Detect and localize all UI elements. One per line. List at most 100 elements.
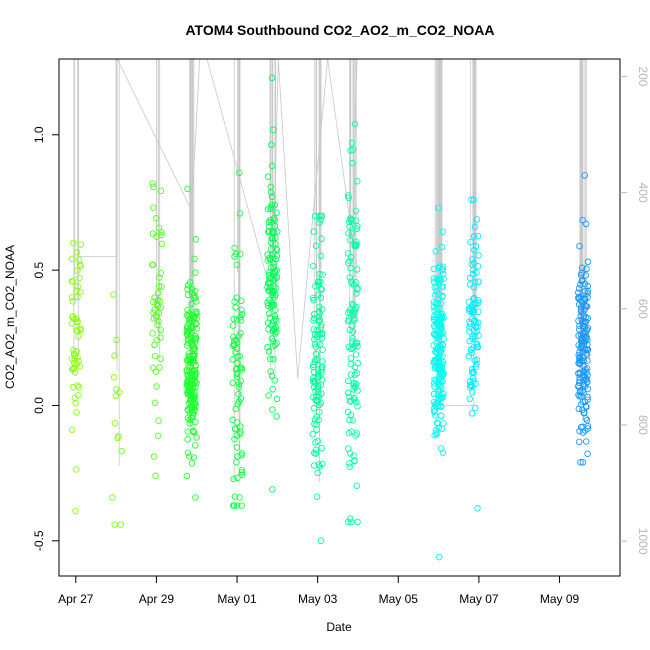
data-point (237, 250, 244, 258)
data-point (577, 281, 584, 288)
data-point (264, 173, 272, 180)
data-point (576, 377, 583, 384)
data-point (190, 367, 198, 374)
data-point (158, 231, 165, 239)
data-point (273, 317, 280, 324)
data-point (473, 343, 481, 350)
data-point (267, 183, 274, 191)
data-point (149, 261, 157, 268)
data-point (115, 432, 122, 440)
data-point (349, 328, 357, 335)
data-point (310, 297, 317, 304)
data-point (579, 429, 587, 436)
data-point (271, 234, 279, 242)
data-point (238, 469, 246, 476)
data-point (312, 350, 320, 358)
data-point (268, 234, 276, 242)
data-point (236, 210, 244, 217)
data-point (435, 553, 443, 561)
data-point (158, 240, 166, 247)
data-point (310, 317, 317, 324)
y-tick-label: 0.0 (32, 397, 46, 414)
data-point (312, 242, 320, 250)
data-point (433, 431, 440, 438)
data-point (231, 244, 238, 252)
data-point (430, 408, 438, 415)
data-point (73, 249, 81, 256)
data-point (309, 262, 317, 270)
data-point (270, 355, 277, 363)
data-point (345, 194, 352, 202)
data-point (183, 472, 191, 480)
data-point (310, 462, 318, 469)
data-point (193, 298, 200, 305)
data-point (150, 204, 157, 211)
data-point (113, 336, 120, 344)
data-point (576, 427, 583, 435)
data-point (436, 371, 443, 379)
data-point (581, 172, 588, 179)
data-point (190, 392, 198, 399)
data-point (269, 327, 277, 335)
data-point (436, 305, 443, 312)
data-point (432, 412, 439, 419)
data-point (265, 392, 272, 399)
data-point (346, 398, 354, 405)
data-point (349, 159, 356, 167)
data-point (68, 294, 76, 301)
data-point (188, 414, 195, 422)
data-point (430, 275, 438, 282)
data-point (270, 283, 278, 290)
data-point (149, 364, 157, 372)
data-point (77, 288, 84, 296)
data-point (430, 390, 438, 398)
data-point (351, 371, 359, 379)
data-point (353, 290, 360, 297)
data-point (184, 449, 192, 457)
data-point (434, 204, 442, 212)
data-point (470, 377, 477, 385)
data-point (71, 369, 79, 376)
data-point (584, 294, 591, 301)
data-point (273, 246, 281, 254)
data-point (267, 205, 274, 213)
data-point (234, 400, 242, 408)
data-point (74, 267, 81, 274)
data-point (184, 372, 191, 379)
data-point (353, 286, 361, 293)
data-point (467, 238, 474, 246)
data-point (439, 228, 447, 235)
data-point (238, 306, 245, 314)
data-point (76, 363, 84, 370)
data-point (465, 298, 473, 306)
data-point (183, 357, 191, 364)
data-point (312, 446, 320, 454)
data-point (584, 282, 591, 290)
data-point (312, 450, 320, 457)
data-point (230, 475, 237, 483)
data-point (348, 139, 356, 147)
data-point (270, 277, 278, 284)
data-point (272, 240, 279, 248)
data-point (473, 216, 481, 223)
data-point (584, 324, 592, 332)
data-point (149, 330, 156, 337)
data-point (318, 235, 325, 242)
data-point (315, 212, 323, 220)
data-point (439, 266, 447, 273)
data-point (268, 193, 276, 201)
data-point (350, 306, 357, 314)
data-point (579, 216, 586, 224)
data-point (318, 286, 325, 293)
data-point (188, 460, 196, 467)
data-point (315, 278, 322, 285)
data-point (151, 306, 158, 313)
data-point (470, 318, 478, 325)
data-point (432, 291, 439, 299)
data-point (584, 258, 592, 266)
data-point (352, 351, 360, 358)
data-point (439, 394, 447, 401)
data-point (75, 391, 82, 399)
data-point (347, 147, 354, 154)
data-point (474, 263, 482, 270)
